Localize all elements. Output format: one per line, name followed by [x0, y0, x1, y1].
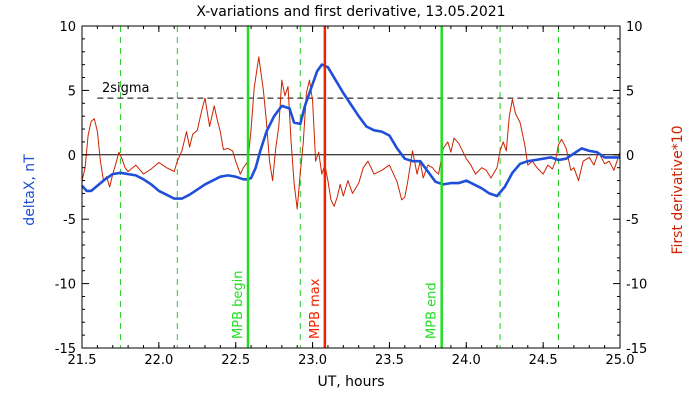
vertical-marker-label-2: MPB end [425, 282, 440, 339]
x-tick-label: 25.0 [606, 353, 635, 368]
x-tick-label: 23.0 [298, 353, 327, 368]
x-tick-label: 22.0 [144, 353, 173, 368]
y-tick-label-left: 5 [68, 84, 76, 99]
y-tick-label-right: -10 [626, 278, 647, 293]
series-line-deltaX [81, 63, 620, 200]
y-tick-label-right: 0 [626, 149, 634, 164]
y-tick-label-right: 10 [626, 20, 643, 35]
vertical-marker-label-1: MPB max [308, 278, 323, 339]
y-axis-label-right: First derivative*10 [670, 125, 686, 254]
plot-area: 2sigma MPB begin MPB max MPB end 21.5 22.0 22.… [55, 20, 647, 368]
vertical-marker-label-0: MPB begin [231, 271, 246, 339]
y-axis-label-left: deltaX, nT [22, 154, 38, 226]
y-tick-label-left: 0 [68, 149, 76, 164]
y-tick-label-left: -10 [55, 278, 76, 293]
plot-frame [81, 25, 621, 349]
y-tick-label-right: -5 [626, 213, 639, 228]
x-tick-label: 24.5 [529, 353, 558, 368]
x-tick-label: 21.5 [68, 353, 97, 368]
x-tick-label: 23.5 [375, 353, 404, 368]
y-tick-label-left: -15 [55, 342, 76, 357]
threshold-label: 2sigma [102, 81, 150, 96]
x-axis-label: UT, hours [317, 374, 384, 390]
x-tick-label: 24.0 [452, 353, 481, 368]
series-line-derivative [81, 56, 621, 210]
y-tick-label-right: 5 [626, 84, 634, 99]
y-tick-label-left: -5 [63, 213, 76, 228]
y-tick-label-right: -15 [626, 342, 647, 357]
chart-title: X-variations and first derivative, 13.05… [196, 4, 505, 20]
x-tick-label: 22.5 [221, 353, 250, 368]
y-tick-label-left: 10 [59, 20, 76, 35]
